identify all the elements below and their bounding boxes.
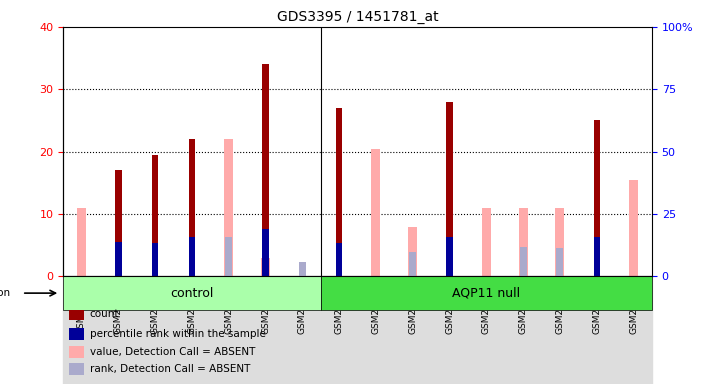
Bar xyxy=(555,208,564,276)
Bar xyxy=(261,258,270,276)
Text: control: control xyxy=(170,286,214,300)
Bar xyxy=(69,363,83,375)
Bar xyxy=(409,252,416,276)
Bar xyxy=(69,308,83,320)
Bar xyxy=(336,108,342,276)
Bar xyxy=(482,208,491,276)
Bar xyxy=(115,170,121,276)
Bar xyxy=(69,346,83,358)
Bar xyxy=(299,262,306,276)
Bar xyxy=(262,64,268,276)
Bar xyxy=(519,208,528,276)
Bar xyxy=(174,276,210,384)
Bar xyxy=(431,276,468,384)
Bar xyxy=(519,247,526,276)
Bar xyxy=(320,276,652,310)
Bar xyxy=(358,276,394,384)
Bar xyxy=(505,276,542,384)
Bar xyxy=(152,243,158,276)
Bar xyxy=(137,276,174,384)
Bar xyxy=(320,276,358,384)
Bar xyxy=(77,208,86,276)
Bar xyxy=(69,328,83,340)
Bar xyxy=(115,242,121,276)
Text: rank, Detection Call = ABSENT: rank, Detection Call = ABSENT xyxy=(90,364,250,374)
Bar xyxy=(594,121,600,276)
Bar xyxy=(629,180,638,276)
Bar xyxy=(468,276,505,384)
Bar xyxy=(189,237,195,276)
Bar xyxy=(336,243,342,276)
Text: percentile rank within the sample: percentile rank within the sample xyxy=(90,329,266,339)
Bar xyxy=(447,237,453,276)
Title: GDS3395 / 1451781_at: GDS3395 / 1451781_at xyxy=(277,10,438,25)
Bar xyxy=(63,276,320,310)
Bar xyxy=(284,276,321,384)
Bar xyxy=(189,139,195,276)
Bar xyxy=(542,276,578,384)
Bar xyxy=(578,276,615,384)
Bar xyxy=(63,276,100,384)
Bar xyxy=(225,237,232,276)
Text: value, Detection Call = ABSENT: value, Detection Call = ABSENT xyxy=(90,347,255,357)
Bar xyxy=(100,276,137,384)
Bar xyxy=(557,248,564,276)
Bar xyxy=(224,139,233,276)
Text: AQP11 null: AQP11 null xyxy=(452,286,520,300)
Bar xyxy=(210,276,247,384)
Bar xyxy=(615,276,652,384)
Bar xyxy=(152,155,158,276)
Text: genotype/variation: genotype/variation xyxy=(0,288,10,298)
Bar xyxy=(394,276,431,384)
Text: count: count xyxy=(90,309,119,319)
Bar xyxy=(447,102,453,276)
Bar xyxy=(262,229,268,276)
Bar xyxy=(408,227,417,276)
Bar xyxy=(372,149,381,276)
Bar xyxy=(247,276,284,384)
Bar xyxy=(594,237,600,276)
